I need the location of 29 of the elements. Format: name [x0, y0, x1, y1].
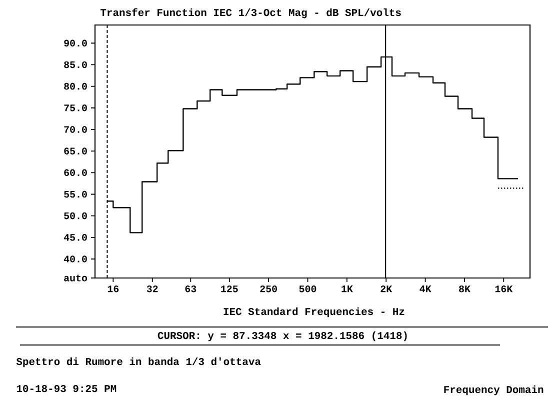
text: CURSOR: y = 87.3348 x = 1982.1586 (1418): [158, 331, 407, 342]
x-tick-label: 1K: [342, 286, 353, 292]
x-tick-label: 8K: [459, 286, 470, 292]
x-tick-label: 4K: [420, 286, 432, 292]
y-tick-label: 40.0: [64, 256, 87, 262]
text: 10-18-93 9:25 PM: [16, 385, 116, 392]
y-tick-label: 85.0: [64, 61, 87, 68]
chart-title: Transfer Function IEC 1/3-Oct Mag - dB SPL/volts: [100, 8, 401, 18]
y-tick-label: 55.0: [64, 190, 87, 198]
y-tick-label: 90.0: [64, 40, 87, 47]
x-axis-title: IEC Standard Frequencies - Hz: [224, 307, 404, 318]
y-tick-label: 50.0: [64, 212, 87, 220]
y-tick-label: 65.0: [64, 148, 87, 154]
text: Frequency Domain: [444, 385, 544, 396]
y-tick-label: 80.0: [64, 82, 87, 90]
x-tick-label: 16K: [495, 286, 513, 292]
x-tick-label: 2K: [380, 286, 392, 292]
x-tick-label: 125: [221, 286, 238, 292]
y-tick-label: auto: [64, 274, 88, 282]
x-tick-label: 16: [108, 286, 119, 292]
y-tick-label: 60.0: [64, 169, 87, 176]
x-tick-label: 250: [260, 286, 277, 292]
y-tick-label: 45.0: [64, 234, 87, 241]
x-tick-label: 63: [185, 286, 196, 292]
x-tick-label: 32: [146, 286, 158, 292]
y-tick-label: 70.0: [64, 126, 87, 133]
y-tick-label: 75.0: [64, 104, 87, 112]
x-tick-label: 500: [299, 286, 316, 292]
text: Spettro di Rumore in banda 1/3 d'ottava: [16, 357, 261, 368]
